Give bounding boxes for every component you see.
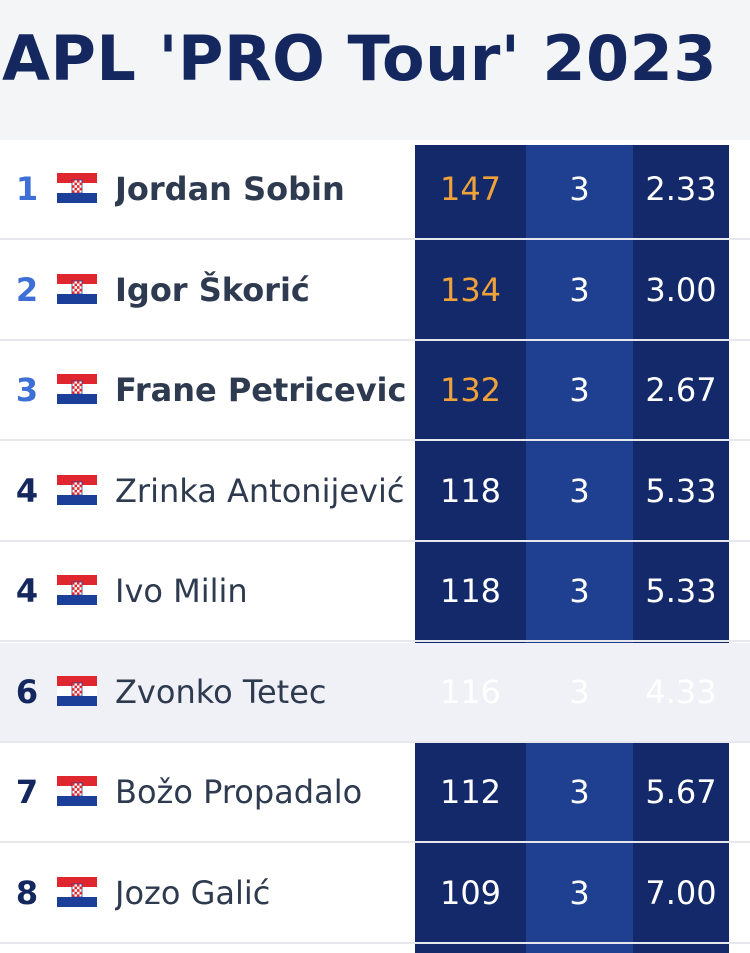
points-column bbox=[415, 145, 526, 953]
flag-icon bbox=[57, 273, 97, 304]
rank: 2 bbox=[15, 270, 39, 309]
points: 112 bbox=[439, 773, 502, 811]
player-name: Ivo Milin bbox=[115, 572, 248, 610]
player-name: Božo Propadalo bbox=[115, 773, 363, 811]
flag-icon bbox=[57, 675, 97, 706]
player-name: Zrinka Antonijević bbox=[115, 471, 405, 510]
table-row: 4 Ivo Milin 118 3 5.33 bbox=[0, 542, 750, 642]
average: 3.00 bbox=[645, 270, 717, 309]
player-name: Frane Petricevic bbox=[115, 371, 407, 409]
events: 3 bbox=[569, 270, 590, 309]
page-title: APL 'PRO Tour' 2023 bbox=[2, 22, 717, 95]
average: 5.67 bbox=[645, 773, 717, 811]
points: 132 bbox=[439, 371, 502, 409]
player-name: Jordan Sobin bbox=[115, 170, 345, 208]
average: 5.33 bbox=[645, 471, 717, 510]
events: 3 bbox=[569, 170, 590, 208]
average: 4.33 bbox=[645, 672, 717, 711]
events: 3 bbox=[569, 471, 590, 510]
table-row: 2 Igor Škorić 134 3 3.00 bbox=[0, 241, 750, 341]
table-row: 7 Božo Propadalo 112 3 5.67 bbox=[0, 743, 750, 843]
flag-icon bbox=[57, 776, 97, 806]
average: 5.33 bbox=[645, 572, 717, 610]
events: 3 bbox=[569, 572, 590, 610]
flag-icon bbox=[57, 876, 97, 907]
header: APL 'PRO Tour' 2023 bbox=[0, 0, 750, 140]
rank: 4 bbox=[15, 572, 39, 610]
player-name: Igor Škorić bbox=[115, 270, 310, 309]
player-name: Jozo Galić bbox=[115, 873, 271, 912]
rank: 1 bbox=[15, 170, 39, 208]
points: 118 bbox=[439, 471, 502, 510]
events: 3 bbox=[569, 672, 590, 711]
rank: 6 bbox=[15, 672, 39, 711]
flag-icon bbox=[57, 173, 97, 203]
flag-icon bbox=[57, 474, 97, 505]
rank: 8 bbox=[15, 873, 39, 912]
points: 134 bbox=[439, 270, 502, 309]
average: 2.33 bbox=[645, 170, 717, 208]
rank: 4 bbox=[15, 471, 39, 510]
table-row: 4 Zrinka Antonijević 118 3 5.33 bbox=[0, 442, 750, 542]
events: 3 bbox=[569, 773, 590, 811]
points: 147 bbox=[439, 170, 502, 208]
table-row: 3 Frane Petricevic 132 3 2.67 bbox=[0, 341, 750, 441]
average: 2.67 bbox=[645, 371, 717, 409]
rank: 3 bbox=[15, 371, 39, 409]
average-column bbox=[633, 145, 729, 953]
table-row: 6 Zvonko Tetec 116 3 4.33 bbox=[0, 642, 750, 743]
events: 3 bbox=[569, 873, 590, 912]
flag-icon bbox=[57, 374, 97, 404]
table-row: 8 Jozo Galić 109 3 7.00 bbox=[0, 844, 750, 944]
points: 109 bbox=[439, 873, 502, 912]
table-row: 1 Jordan Sobin 147 3 2.33 bbox=[0, 140, 750, 240]
player-name: Zvonko Tetec bbox=[115, 672, 327, 711]
events: 3 bbox=[569, 371, 590, 409]
points: 118 bbox=[439, 572, 502, 610]
events-column bbox=[526, 145, 633, 953]
average: 7.00 bbox=[645, 873, 717, 912]
points: 116 bbox=[439, 672, 502, 711]
flag-icon bbox=[57, 575, 97, 605]
rank: 7 bbox=[15, 773, 39, 811]
